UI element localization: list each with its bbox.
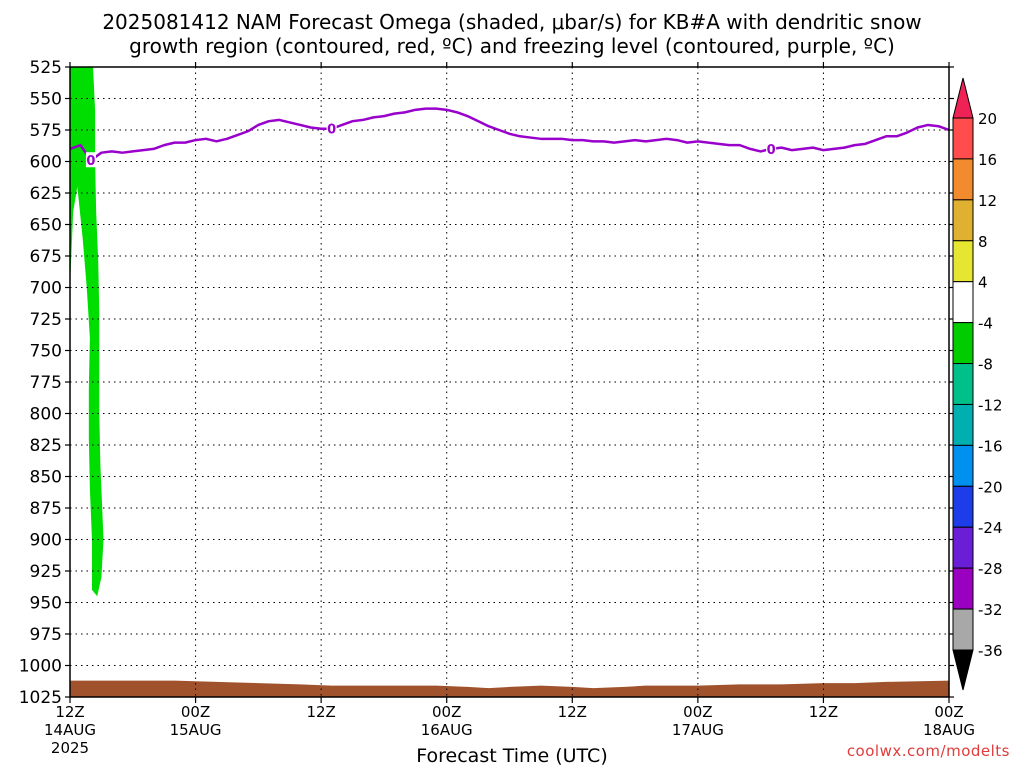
colorbar-segment xyxy=(952,608,974,651)
freezing-level-label: 0 xyxy=(86,154,95,169)
colorbar-label: 12 xyxy=(978,192,997,210)
x-tick-label: 12Z xyxy=(558,703,587,721)
y-tick-label: 625 xyxy=(30,184,62,204)
colorbar-bottom-arrow xyxy=(952,649,974,691)
y-tick-label: 725 xyxy=(30,310,62,330)
x-tick-label: 00Z xyxy=(181,703,210,721)
colorbar-label: -28 xyxy=(978,560,1003,578)
y-tick-label: 525 xyxy=(30,58,62,78)
colorbar-label: -32 xyxy=(978,601,1003,619)
colorbar-segment xyxy=(952,117,974,160)
colorbar-segment xyxy=(952,281,974,324)
x-tick-label: 12Z xyxy=(809,703,838,721)
chart-title-line2: growth region (contoured, red, ºC) and f… xyxy=(129,34,895,58)
x-tick-label: 17AUG xyxy=(672,721,724,739)
colorbar-segment xyxy=(952,322,974,365)
colorbar-label: 16 xyxy=(978,151,997,169)
x-tick-label: 12Z xyxy=(306,703,335,721)
colorbar-segment xyxy=(952,567,974,610)
colorbar-segment xyxy=(952,158,974,201)
freezing-label-bg xyxy=(326,120,337,136)
x-tick-label: 2025 xyxy=(51,739,89,757)
x-tick-label: 00Z xyxy=(683,703,712,721)
y-tick-label: 750 xyxy=(30,342,62,362)
x-tick-label: 00Z xyxy=(934,703,963,721)
y-tick-label: 925 xyxy=(30,562,62,582)
y-tick-label: 975 xyxy=(30,625,62,645)
colorbar-label: 4 xyxy=(978,274,988,292)
x-tick-label: 00Z xyxy=(432,703,461,721)
y-tick-label: 900 xyxy=(30,531,62,551)
omega-shading-region xyxy=(70,67,104,597)
terrain-fill xyxy=(70,680,949,697)
y-tick-label: 575 xyxy=(30,121,62,141)
y-tick-label: 850 xyxy=(30,468,62,488)
colorbar-segment xyxy=(952,363,974,405)
y-tick-label: 875 xyxy=(30,499,62,519)
colorbar-segment xyxy=(952,240,974,283)
y-tick-label: 650 xyxy=(30,216,62,236)
y-tick-label: 600 xyxy=(30,153,62,173)
colorbar-label: 20 xyxy=(978,110,997,128)
freezing-label-bg xyxy=(766,140,777,156)
colorbar-segment xyxy=(952,403,974,446)
colorbar-label: -24 xyxy=(978,519,1003,537)
colorbar-label: -36 xyxy=(978,642,1003,660)
chart-title-line1: 2025081412 NAM Forecast Omega (shaded, μ… xyxy=(102,10,922,34)
colorbar-label: 8 xyxy=(978,233,988,251)
freezing-level-line xyxy=(70,107,949,162)
y-tick-label: 1000 xyxy=(19,657,62,677)
colorbar-segment xyxy=(952,485,974,528)
x-tick-label: 14AUG xyxy=(44,721,96,739)
freezing-level-label: 0 xyxy=(327,123,336,138)
y-tick-label: 675 xyxy=(30,247,62,267)
colorbar-segment xyxy=(952,444,974,487)
x-axis-title: Forecast Time (UTC) xyxy=(416,745,608,767)
colorbar-label: -20 xyxy=(978,478,1003,496)
y-tick-label: 550 xyxy=(30,90,62,110)
freezing-level-label: 0 xyxy=(767,143,776,158)
colorbar-label: -8 xyxy=(978,356,993,374)
y-tick-label: 1025 xyxy=(19,688,62,708)
x-tick-label: 16AUG xyxy=(421,721,473,739)
colorbar-segment xyxy=(952,199,974,242)
x-tick-label: 15AUG xyxy=(170,721,222,739)
x-tick-label: 12Z xyxy=(55,703,84,721)
credit-text: coolwx.com/modelts xyxy=(846,742,1010,760)
colorbar-label: -16 xyxy=(978,437,1003,455)
freezing-label-bg xyxy=(85,152,96,168)
colorbar-segment xyxy=(952,526,974,569)
colorbar-label: -12 xyxy=(978,396,1003,414)
y-tick-label: 825 xyxy=(30,436,62,456)
y-tick-label: 950 xyxy=(30,594,62,614)
colorbar-label: -4 xyxy=(978,315,993,333)
y-tick-label: 700 xyxy=(30,279,62,299)
y-tick-label: 775 xyxy=(30,373,62,393)
x-tick-label: 18AUG xyxy=(923,721,975,739)
plot-area xyxy=(70,67,949,697)
y-tick-label: 800 xyxy=(30,405,62,425)
colorbar-top-arrow xyxy=(952,77,974,119)
